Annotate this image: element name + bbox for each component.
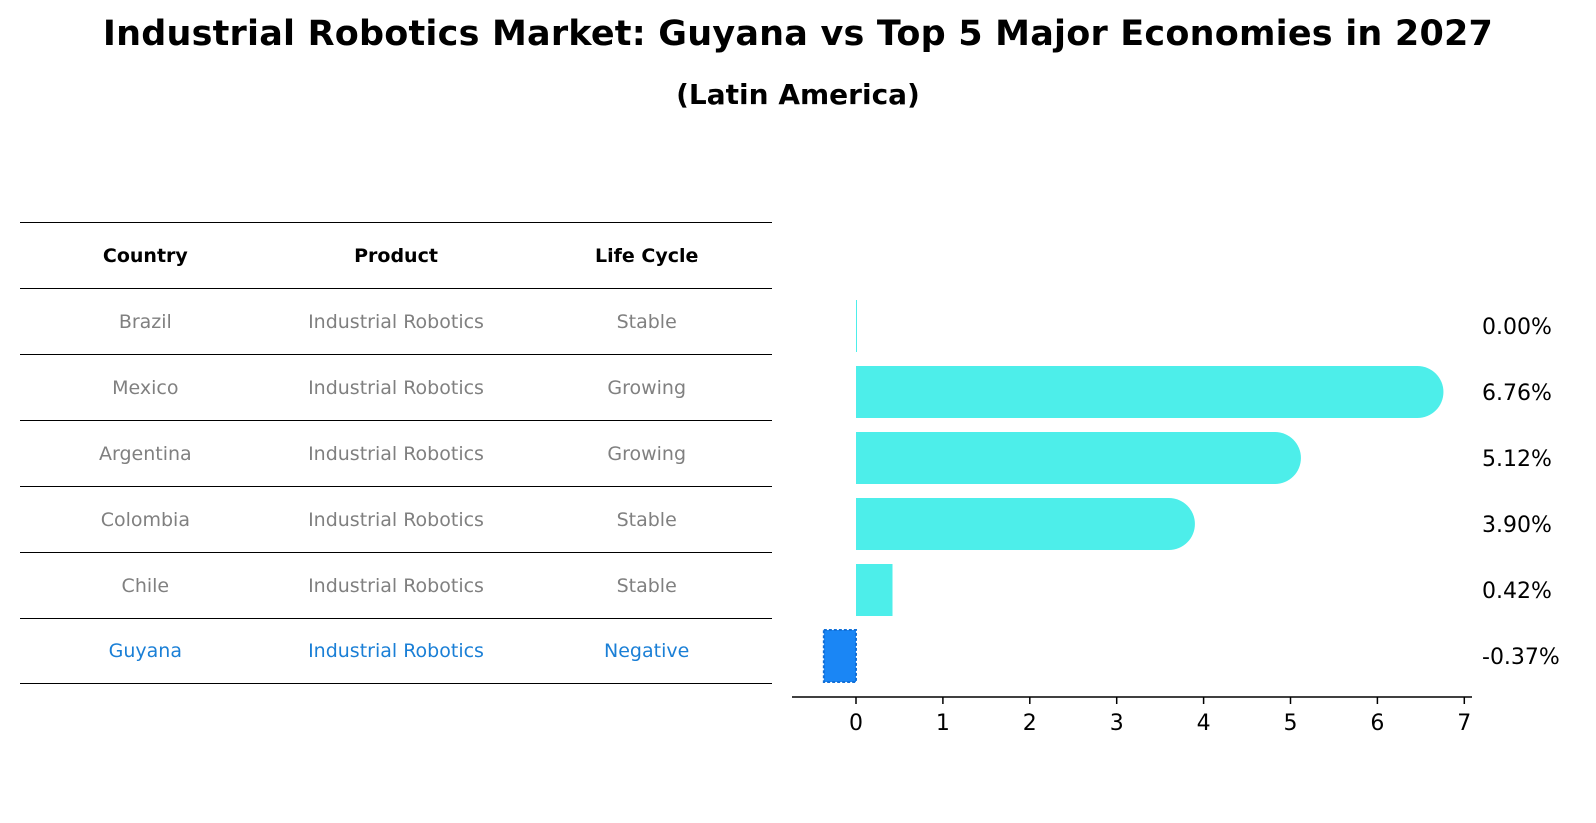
header-life-cycle: Life Cycle [594, 244, 699, 267]
value-label: 0.00% [1482, 315, 1552, 340]
cell-product: Industrial Robotics [308, 640, 484, 662]
value-label: -0.37% [1482, 645, 1560, 670]
bar-argentina [856, 432, 1301, 484]
header-product: Product [354, 244, 438, 267]
x-tick-label: 1 [936, 711, 950, 736]
table-row: Chile Industrial Robotics Stable [20, 552, 772, 618]
bar-guyana [822, 629, 857, 683]
bar-mexico [856, 366, 1444, 418]
x-tick-label: 0 [849, 711, 863, 736]
value-label: 6.76% [1482, 381, 1552, 406]
data-table: Country Product Life Cycle Brazil Indust… [20, 222, 772, 684]
x-tick-label: 3 [1110, 711, 1124, 736]
table-header-row: Country Product Life Cycle [20, 222, 772, 288]
x-tick-label: 5 [1284, 711, 1298, 736]
value-label: 0.42% [1482, 579, 1552, 604]
cell-life-cycle: Growing [607, 376, 687, 399]
cell-product: Industrial Robotics [308, 442, 484, 465]
cell-product: Industrial Robotics [308, 574, 484, 597]
cell-product: Industrial Robotics [308, 310, 484, 333]
value-label: 3.90% [1482, 513, 1552, 538]
cell-country: Guyana [108, 640, 182, 662]
x-tick-label: 4 [1197, 711, 1211, 736]
cell-country: Argentina [98, 442, 192, 465]
table-row: Brazil Industrial Robotics Stable [20, 288, 772, 354]
table-row: Argentina Industrial Robotics Growing [20, 420, 772, 486]
cell-product: Industrial Robotics [308, 376, 484, 399]
header-country: Country [102, 244, 188, 267]
cell-product: Industrial Robotics [308, 508, 484, 531]
cell-country: Colombia [100, 508, 190, 531]
table-row-highlight: Guyana Industrial Robotics Negative [20, 618, 772, 684]
chart-title: Industrial Robotics Market: Guyana vs To… [102, 14, 1494, 54]
cell-life-cycle: Growing [607, 442, 687, 465]
x-tick-label: 2 [1023, 711, 1037, 736]
cell-life-cycle: Stable [616, 508, 677, 531]
cell-life-cycle: Negative [604, 640, 690, 662]
table-row: Mexico Industrial Robotics Growing [20, 354, 772, 420]
cell-country: Mexico [112, 376, 179, 399]
x-tick-label: 7 [1457, 711, 1471, 736]
cell-country: Chile [121, 574, 170, 597]
cell-life-cycle: Stable [616, 574, 677, 597]
bar-colombia [856, 498, 1195, 550]
x-tick-label: 6 [1370, 711, 1384, 736]
chart-subtitle: (Latin America) [676, 78, 920, 111]
bar-brazil [856, 300, 857, 352]
cell-country: Brazil [118, 310, 172, 333]
cell-life-cycle: Stable [616, 310, 677, 333]
table-row: Colombia Industrial Robotics Stable [20, 486, 772, 552]
value-label: 5.12% [1482, 447, 1552, 472]
bar-chile [856, 564, 893, 616]
